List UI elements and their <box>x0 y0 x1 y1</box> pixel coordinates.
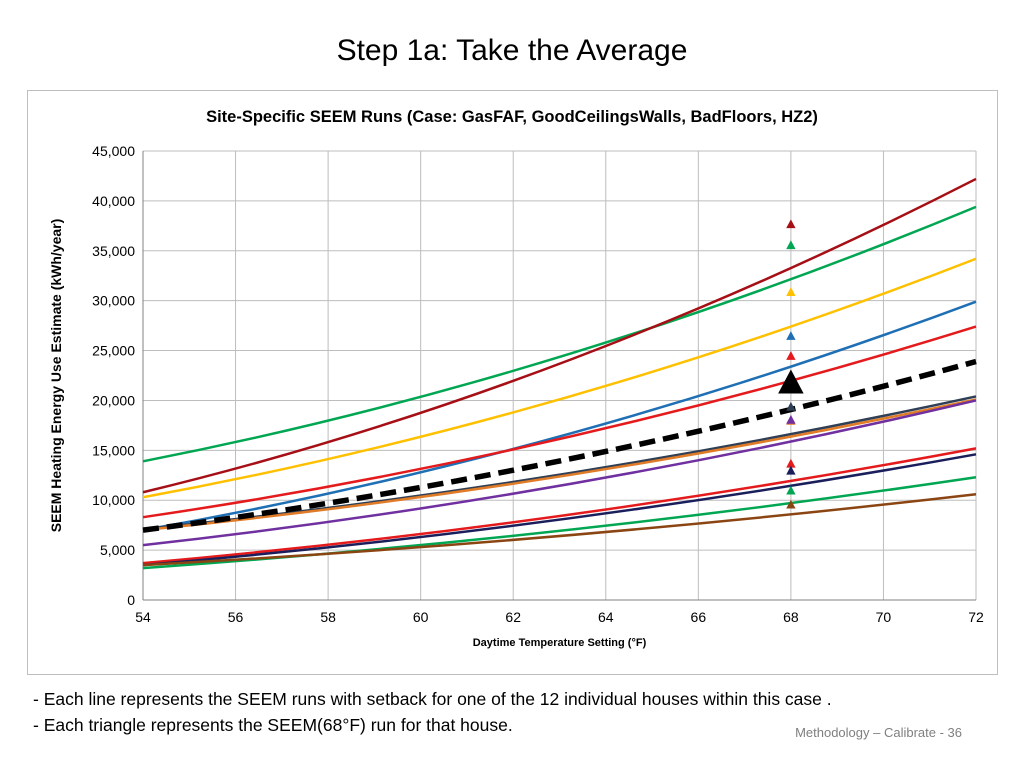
y-tick-label: 5,000 <box>100 542 135 558</box>
x-tick-label: 56 <box>228 609 244 625</box>
series-line-house-1 <box>142 205 977 463</box>
y-tick-label: 45,000 <box>92 143 135 159</box>
marker-68-house-9 <box>786 458 796 468</box>
average-line <box>142 358 977 533</box>
x-tick-label: 60 <box>413 609 429 625</box>
series-line-house-9 <box>142 447 977 565</box>
y-axis-title: SEEM Heating Energy Use Estimate (kWh/ye… <box>48 219 64 533</box>
series-line-house-10 <box>142 453 977 567</box>
series-line-house-3 <box>142 257 977 499</box>
marker-68-house-1 <box>786 240 796 250</box>
series-line-house-4 <box>142 300 977 532</box>
y-tick-label: 20,000 <box>92 392 135 408</box>
bullet-lines: - Each line represents the SEEM runs wit… <box>33 689 832 709</box>
x-tick-label: 70 <box>876 609 892 625</box>
series-line-house-12 <box>142 492 977 567</box>
marker-68-house-6 <box>786 401 796 411</box>
x-axis-title: Daytime Temperature Setting (°F) <box>473 637 647 649</box>
y-tick-label: 0 <box>127 592 135 608</box>
marker-68-house-5 <box>786 351 796 360</box>
bullet-triangles: - Each triangle represents the SEEM(68°F… <box>33 715 513 735</box>
bullet-list: - Each line represents the SEEM runs wit… <box>33 686 832 738</box>
y-tick-label: 35,000 <box>92 243 135 259</box>
slide-footer: Methodology – Calibrate - 36 <box>795 725 962 740</box>
y-tick-label: 15,000 <box>92 442 135 458</box>
x-tick-label: 58 <box>320 609 336 625</box>
slide-title: Step 1a: Take the Average <box>336 34 688 67</box>
chart-title: Site-Specific SEEM Runs (Case: GasFAF, G… <box>206 108 818 126</box>
series-line-house-5 <box>142 325 977 519</box>
y-tick-label: 30,000 <box>92 293 135 309</box>
marker-68-house-10 <box>786 465 796 475</box>
marker-68-house-11 <box>786 485 796 495</box>
series-line-house-7 <box>142 398 977 532</box>
marker-68-house-8 <box>786 414 796 424</box>
average-marker-68 <box>778 369 804 394</box>
marker-68-house-3 <box>786 287 796 296</box>
x-tick-label: 68 <box>783 609 799 625</box>
series-line-house-2 <box>142 177 977 494</box>
x-tick-label: 64 <box>598 609 614 625</box>
series-line-house-8 <box>142 399 977 547</box>
marker-68-house-4 <box>786 331 796 340</box>
x-tick-label: 72 <box>968 609 984 625</box>
x-tick-label: 66 <box>691 609 707 625</box>
marker-68-house-2 <box>786 219 796 229</box>
marker-68-house-12 <box>786 499 796 509</box>
y-tick-label: 10,000 <box>92 492 135 508</box>
x-tick-label: 62 <box>505 609 521 625</box>
line-chart: 0 5,000 10,000 15,000 20,000 25,000 30,000 35,0… <box>48 108 984 649</box>
chart-area: 0 5,000 10,000 15,000 20,000 25,000 30,000 35,0… <box>27 90 998 675</box>
y-tick-label: 40,000 <box>92 193 135 209</box>
y-tick-label: 25,000 <box>92 343 135 359</box>
x-tick-label: 54 <box>135 609 151 625</box>
